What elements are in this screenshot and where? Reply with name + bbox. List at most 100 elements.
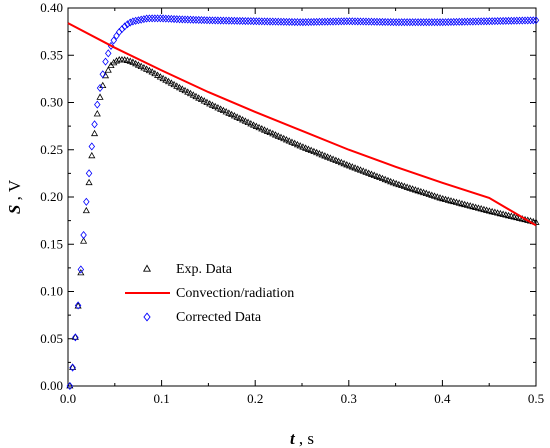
data-point (384, 17, 392, 27)
data-point (94, 100, 101, 109)
data-point (206, 16, 213, 25)
y-axis-unit: , V (5, 179, 24, 204)
data-point (395, 18, 403, 27)
data-point (324, 17, 331, 26)
data-point (266, 128, 274, 136)
data-point (203, 16, 211, 25)
data-point (195, 94, 203, 101)
data-point (346, 17, 353, 26)
data-point (318, 17, 326, 26)
data-point (80, 230, 87, 240)
data-point (349, 17, 356, 26)
data-point (110, 58, 118, 66)
data-point (401, 18, 408, 27)
data-point (192, 15, 200, 24)
data-point (162, 14, 170, 23)
y-tick-label: 0.40 (40, 0, 63, 15)
data-point (74, 301, 82, 310)
data-point (69, 363, 76, 372)
data-point (157, 14, 164, 23)
data-point (140, 64, 148, 71)
data-point (214, 16, 222, 25)
data-point (354, 17, 362, 26)
data-point (321, 152, 329, 159)
data-point (477, 17, 485, 26)
legend-item-exp-data: Exp. Data (142, 262, 233, 277)
data-point (425, 18, 433, 27)
data-point (360, 17, 367, 26)
data-point (255, 123, 263, 131)
y-axis-ticks: 0.00 0.05 0.10 0.15 0.20 0.25 0.30 0.35 0.40 (40, 0, 536, 393)
data-point (134, 61, 142, 68)
data-point (340, 159, 348, 167)
data-point (165, 14, 172, 23)
data-point (145, 66, 153, 74)
data-point (148, 14, 156, 23)
data-point (170, 80, 178, 88)
series-convection-radiation (67, 22, 537, 227)
data-point (135, 16, 142, 25)
x-axis-ticks: 0.0 0.1 0.2 0.3 0.4 0.5 (60, 8, 544, 406)
data-point (277, 17, 285, 26)
data-point (274, 132, 282, 139)
data-point (165, 77, 173, 85)
data-point (168, 14, 175, 23)
data-point (294, 18, 301, 27)
data-point (192, 92, 200, 100)
data-point (315, 149, 323, 157)
data-point (488, 17, 496, 26)
data-point (530, 16, 537, 25)
data-point (247, 17, 255, 26)
data-point (72, 333, 79, 342)
data-point (219, 106, 227, 114)
data-point (263, 127, 271, 134)
data-point (129, 17, 137, 26)
data-point (324, 153, 332, 160)
data-point (173, 82, 181, 89)
data-point (304, 145, 312, 152)
data-point (154, 71, 162, 78)
legend-box (120, 258, 330, 336)
data-point (357, 17, 364, 26)
data-point (332, 156, 340, 163)
data-point (231, 16, 238, 25)
data-point (269, 17, 277, 26)
data-point (505, 16, 512, 25)
data-point (184, 15, 192, 24)
data-point (170, 14, 178, 24)
data-point (497, 16, 504, 26)
data-point (228, 16, 235, 25)
x-tick-label: 0.4 (434, 391, 451, 406)
data-point (335, 17, 342, 26)
data-point (228, 110, 236, 118)
data-point (466, 17, 474, 26)
data-point (291, 139, 299, 146)
y-tick-label: 0.20 (40, 189, 63, 204)
data-point (96, 83, 104, 93)
data-point (184, 88, 192, 95)
data-point (250, 121, 258, 128)
data-point (102, 57, 109, 66)
data-point (189, 91, 197, 98)
data-point (370, 17, 378, 26)
y-tick-label: 0.25 (40, 142, 63, 157)
data-point (143, 14, 150, 23)
data-point (455, 17, 463, 26)
data-point (255, 17, 263, 26)
data-point (77, 268, 85, 276)
data-point (247, 119, 255, 127)
data-point (220, 16, 227, 25)
data-point (313, 17, 320, 26)
data-point (521, 16, 529, 25)
data-point (200, 16, 208, 25)
legend-marker (142, 264, 152, 272)
data-point (178, 85, 186, 92)
data-point (230, 112, 238, 119)
data-point (450, 17, 457, 26)
series-corrected-data (66, 14, 540, 391)
data-point (140, 15, 148, 24)
x-tick-label: 0.2 (247, 391, 263, 406)
data-point (472, 17, 479, 26)
data-point (151, 14, 159, 23)
